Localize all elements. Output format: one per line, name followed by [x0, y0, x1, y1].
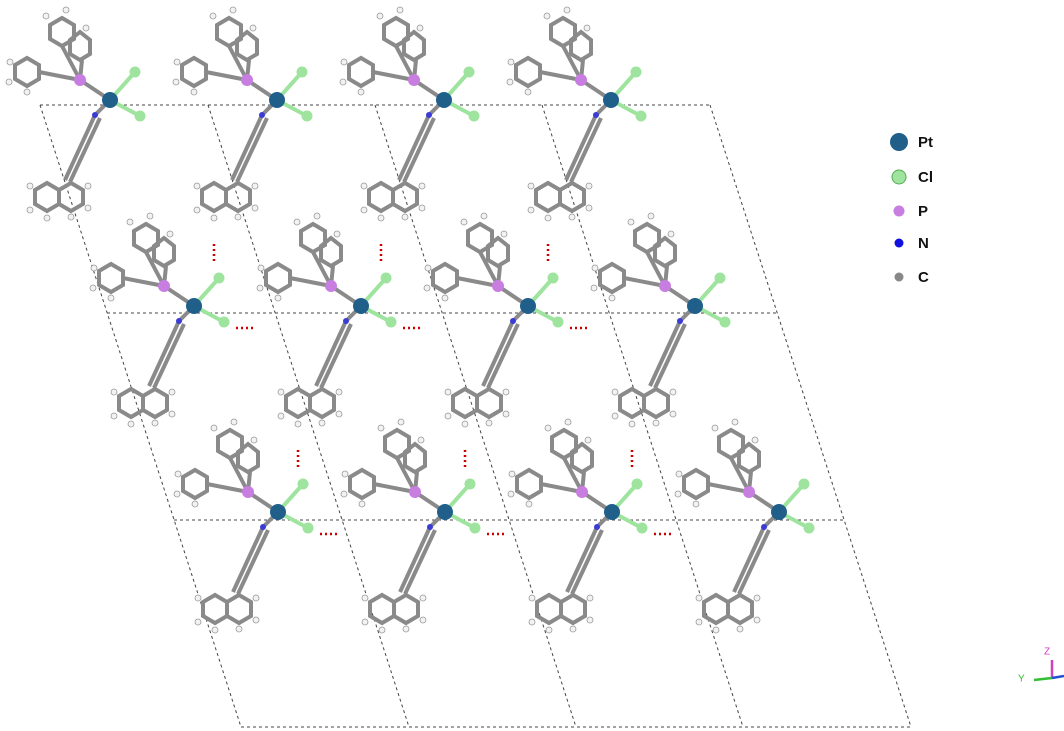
molecule: [171, 5, 315, 223]
legend-label: C: [918, 269, 929, 286]
cell-edge: [374, 104, 577, 728]
legend: Pt Cl P N C: [890, 133, 933, 286]
molecule: [338, 5, 482, 223]
legend-swatch: [894, 238, 904, 248]
molecule: [172, 417, 316, 635]
cell-edge: [207, 104, 410, 728]
legend-swatch: [893, 205, 905, 217]
legend-label: N: [918, 235, 929, 252]
molecule: [339, 417, 483, 635]
y-label: Y: [1018, 674, 1025, 685]
legend-swatch: [891, 169, 907, 185]
molecule: [506, 417, 650, 635]
molecule: [589, 211, 733, 429]
z-label: Z: [1044, 647, 1050, 658]
molecule: [673, 417, 817, 635]
cell-edge: [39, 104, 242, 728]
contacts: [212, 244, 674, 536]
legend-swatch: [894, 272, 904, 282]
y-axis: [1033, 676, 1053, 682]
legend-swatch: [890, 133, 908, 151]
molecule: [88, 211, 232, 429]
cell-edge: [541, 104, 744, 728]
x-axis: [1051, 674, 1064, 680]
molecule: [4, 5, 148, 223]
molecule: [255, 211, 399, 429]
legend-label: Cl: [918, 169, 933, 186]
axis-triad: Z Y: [1018, 647, 1064, 685]
cell-edge: [709, 104, 912, 728]
molecule: [505, 5, 649, 223]
legend-label: Pt: [918, 134, 933, 151]
legend-label: P: [918, 203, 928, 220]
molecules: [4, 5, 817, 635]
molecule: [422, 211, 566, 429]
